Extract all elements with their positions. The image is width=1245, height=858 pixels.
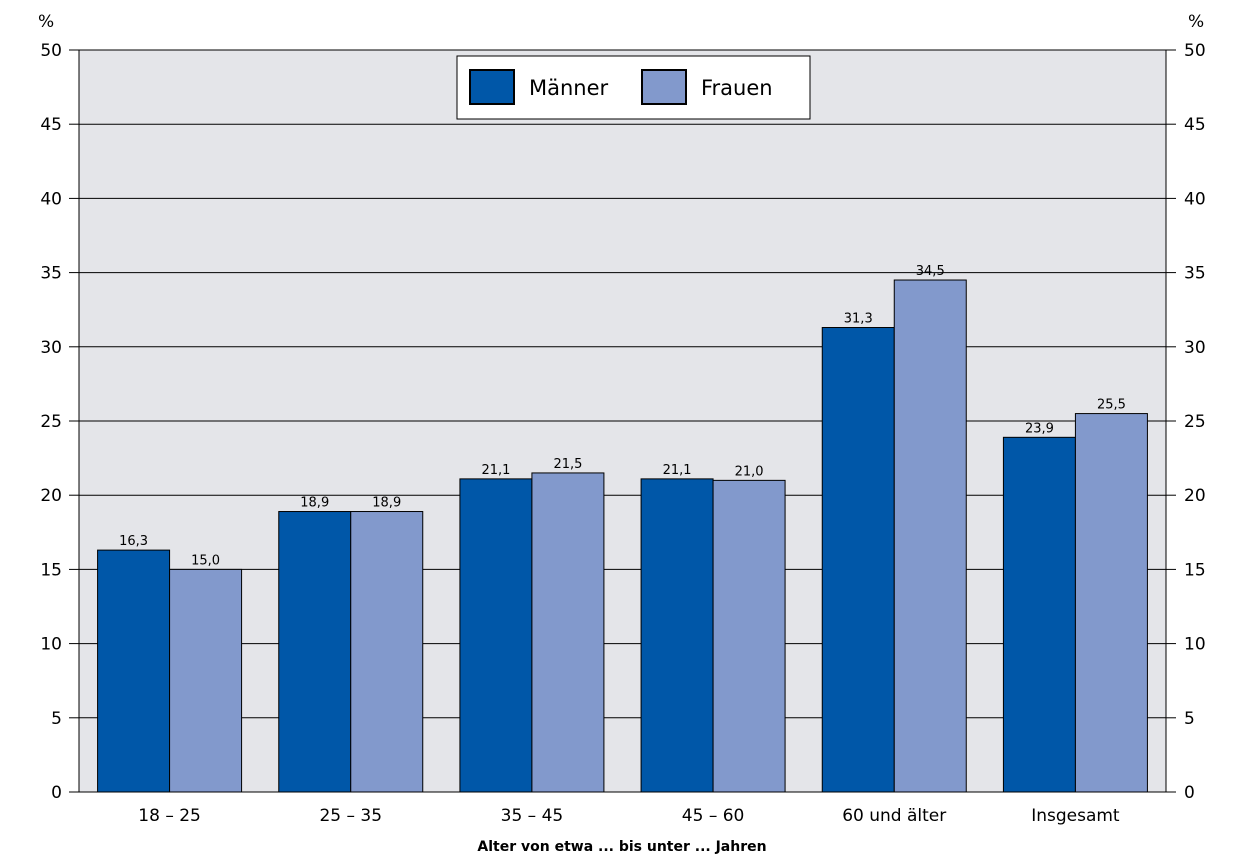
- x-category-label: 60 und älter: [842, 806, 946, 826]
- bar-männer: [278, 511, 352, 793]
- y-tick-label-right: 5: [1184, 709, 1195, 729]
- y-tick-label-left: 35: [40, 264, 62, 284]
- bar-value-label: 21,1: [481, 463, 510, 478]
- bar-value-label: 21,1: [663, 463, 692, 478]
- y-tick-label-right: 20: [1184, 486, 1206, 506]
- y-tick-label-right: 40: [1184, 189, 1206, 209]
- bar-frauen: [169, 568, 243, 793]
- y-tick-label-right: 0: [1184, 783, 1195, 803]
- x-category-label: 35 – 45: [501, 806, 564, 826]
- x-category-label: 45 – 60: [682, 806, 745, 826]
- bar-value-label: 31,3: [844, 312, 873, 327]
- bar-value-label: 18,9: [372, 496, 401, 511]
- bars: 16,3 15,0 18,9 18,9 21,1 21,5 21,1 21,0 31,3 34,5…: [97, 264, 1148, 793]
- bar-männer: [97, 549, 171, 793]
- bar-value-label: 16,3: [119, 534, 148, 549]
- bar-männer: [821, 327, 895, 793]
- bar-frauen: [350, 511, 424, 793]
- bar-value-label: 15,0: [191, 553, 220, 568]
- y-tick-label-left: 5: [51, 709, 62, 729]
- y-tick-label-right: 45: [1184, 115, 1206, 135]
- x-category-label: Insgesamt: [1031, 806, 1120, 826]
- bar-männer: [459, 478, 533, 793]
- y-axis-unit-left: %: [38, 12, 54, 32]
- y-axis-unit-right: %: [1188, 12, 1204, 32]
- legend-swatch-frauen: [641, 69, 687, 105]
- y-tick-label-left: 0: [51, 783, 62, 803]
- bar-value-label: 23,9: [1025, 421, 1054, 436]
- x-category-label: 25 – 35: [319, 806, 382, 826]
- y-tick-label-left: 20: [40, 486, 62, 506]
- y-tick-label-left: 40: [40, 189, 62, 209]
- bar-value-label: 25,5: [1097, 398, 1126, 413]
- bar-value-label: 18,9: [300, 496, 329, 511]
- bar-männer: [1002, 436, 1076, 793]
- legend-label-männer: Männer: [529, 76, 609, 100]
- x-axis-categories: 18 – 25 25 – 35 35 – 45 45 – 60 60 und älter…: [138, 806, 1120, 826]
- y-tick-label-left: 30: [40, 338, 62, 358]
- legend-swatch-männer: [469, 69, 515, 105]
- bar-frauen: [712, 479, 786, 793]
- bar-value-label: 34,5: [916, 264, 945, 279]
- y-tick-label-right: 15: [1184, 560, 1206, 580]
- bar-value-label: 21,0: [735, 464, 764, 479]
- y-tick-label-left: 25: [40, 412, 62, 432]
- bar-frauen: [1074, 413, 1148, 793]
- y-tick-label-right: 10: [1184, 635, 1206, 655]
- legend-box: [456, 55, 811, 120]
- legend-label-frauen: Frauen: [701, 76, 773, 100]
- y-tick-label-right: 35: [1184, 264, 1206, 284]
- y-axis-ticks: 0 0 5 5 10 10 15 15 20 20 25 25 30 30 35 35 40 40 45 45 50 50: [40, 41, 1205, 803]
- legend: Männer Frauen: [456, 55, 811, 120]
- y-tick-label-right: 30: [1184, 338, 1206, 358]
- y-tick-label-right: 50: [1184, 41, 1206, 61]
- bar-value-label: 21,5: [553, 457, 582, 472]
- y-tick-label-left: 45: [40, 115, 62, 135]
- x-category-label: 18 – 25: [138, 806, 201, 826]
- y-tick-label-left: 15: [40, 560, 62, 580]
- bar-frauen: [893, 279, 967, 793]
- y-tick-label-left: 50: [40, 41, 62, 61]
- y-tick-label-right: 25: [1184, 412, 1206, 432]
- x-axis-label: Alter von etwa ... bis unter ... Jahren: [477, 839, 766, 855]
- y-tick-label-left: 10: [40, 635, 62, 655]
- bar-frauen: [531, 472, 605, 793]
- bar-männer: [640, 478, 714, 793]
